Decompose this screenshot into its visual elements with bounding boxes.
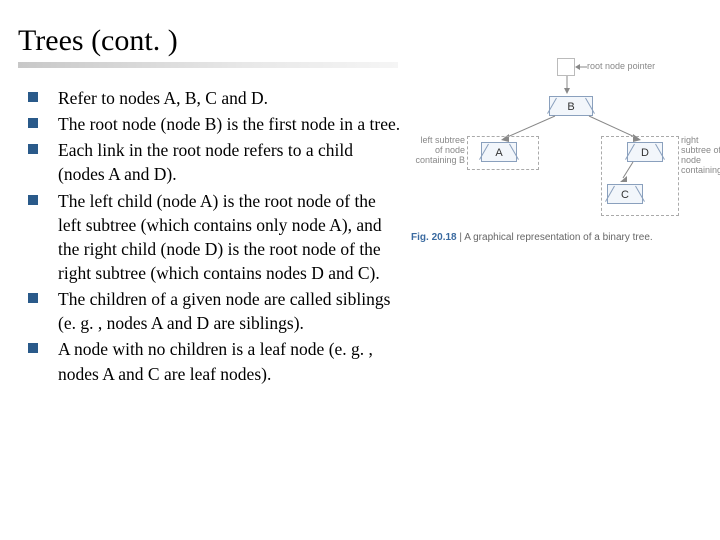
node-label: A xyxy=(495,147,502,159)
bullet-text: A node with no children is a leaf node (… xyxy=(58,337,401,385)
list-item: The left child (node A) is the root node… xyxy=(28,189,401,286)
node-label: B xyxy=(567,101,574,113)
root-pointer-box xyxy=(557,58,575,76)
list-item: Each link in the root node refers to a c… xyxy=(28,138,401,186)
bullet-text: The children of a given node are called … xyxy=(58,287,401,335)
bullet-list: Refer to nodes A, B, C and D. The root n… xyxy=(18,86,401,522)
tree-node-c: C xyxy=(607,184,643,204)
figure-caption-text: A graphical representation of a binary t… xyxy=(464,232,652,243)
list-item: Refer to nodes A, B, C and D. xyxy=(28,86,401,110)
node-label: C xyxy=(621,189,629,201)
content-area: Refer to nodes A, B, C and D. The root n… xyxy=(18,86,702,522)
bullet-icon xyxy=(28,118,38,128)
bullet-icon xyxy=(28,195,38,205)
bullet-text: Refer to nodes A, B, C and D. xyxy=(58,86,268,110)
tree-node-a: A xyxy=(481,142,517,162)
tree-node-d: D xyxy=(627,142,663,162)
page-title: Trees (cont. ) xyxy=(18,24,702,58)
list-item: A node with no children is a leaf node (… xyxy=(28,337,401,385)
bullet-icon xyxy=(28,293,38,303)
bullet-icon xyxy=(28,144,38,154)
bullet-text: Each link in the root node refers to a c… xyxy=(58,138,401,186)
bullet-icon xyxy=(28,92,38,102)
arrow-icon xyxy=(575,64,587,70)
arrow-icon xyxy=(564,76,570,94)
root-pointer-label: root node pointer xyxy=(587,62,655,72)
list-item: The children of a given node are called … xyxy=(28,287,401,335)
bullet-icon xyxy=(28,343,38,353)
arrow-icon xyxy=(617,160,637,184)
bullet-text: The left child (node A) is the root node… xyxy=(58,189,401,286)
figure-number: Fig. 20.18 xyxy=(411,232,457,243)
bullet-text: The root node (node B) is the first node… xyxy=(58,112,400,136)
right-subtree-label: right subtree of node containing B xyxy=(681,136,720,176)
left-subtree-label: left subtree of node containing B xyxy=(411,136,465,166)
figure-caption: Fig. 20.18 | A graphical representation … xyxy=(411,232,653,243)
title-underline xyxy=(18,62,398,68)
figure-diagram: root node pointer B left subtree of node… xyxy=(409,58,702,522)
node-label: D xyxy=(641,147,649,159)
tree-node-b: B xyxy=(549,96,593,116)
slide-container: Trees (cont. ) Refer to nodes A, B, C an… xyxy=(0,0,720,540)
list-item: The root node (node B) is the first node… xyxy=(28,112,401,136)
